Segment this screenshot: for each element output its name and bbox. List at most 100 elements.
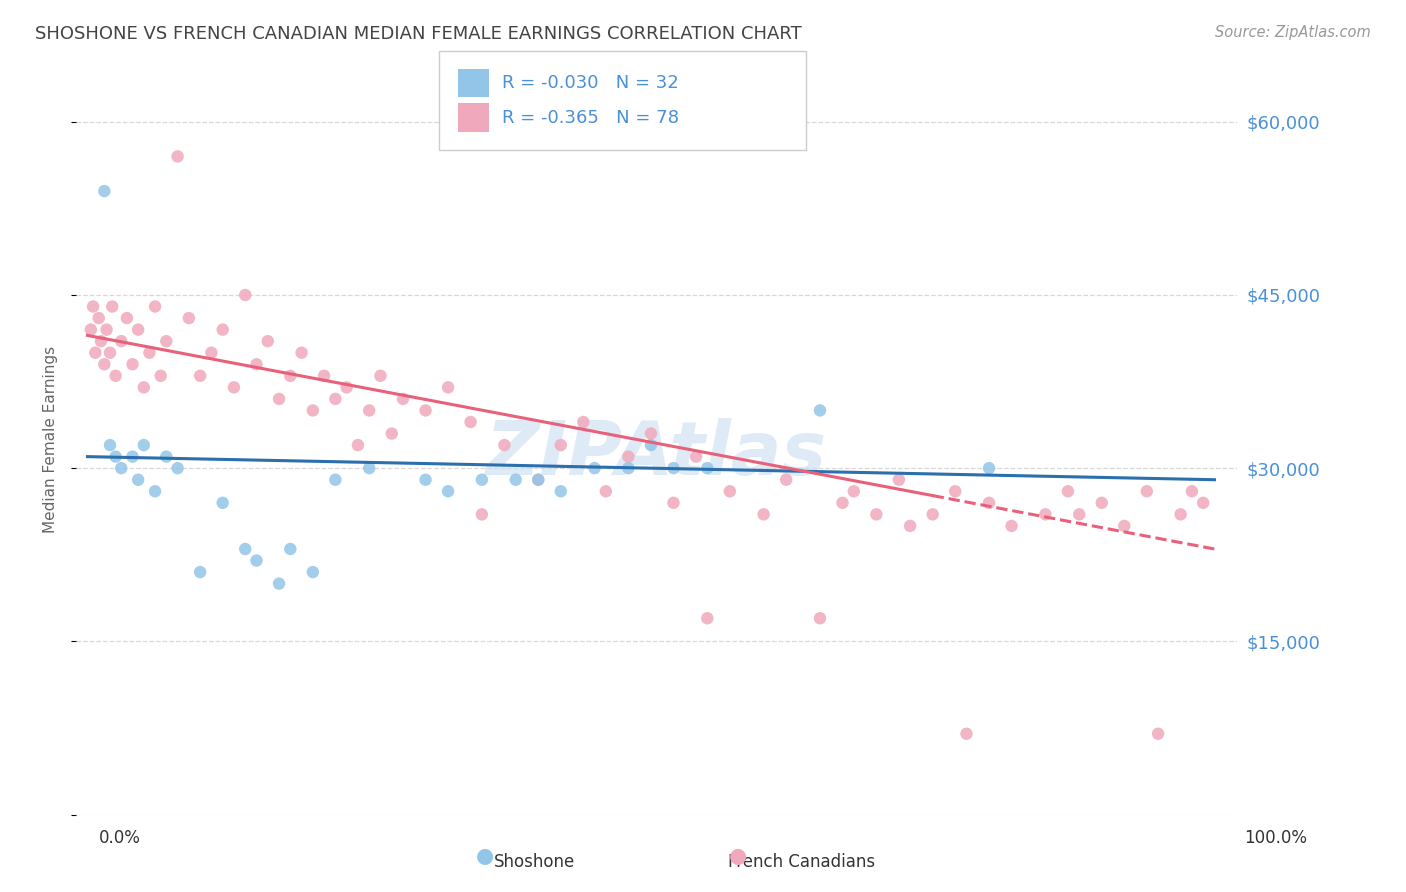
Point	[808, 611, 831, 625]
Point	[1114, 519, 1136, 533]
Point	[1035, 508, 1057, 522]
Point	[302, 403, 325, 417]
Point	[98, 438, 121, 452]
Point	[359, 461, 381, 475]
Point	[96, 323, 118, 337]
Point	[696, 611, 718, 625]
Point	[471, 473, 494, 487]
Point	[696, 461, 718, 475]
Point	[143, 484, 166, 499]
Point	[104, 450, 127, 464]
Point	[149, 368, 172, 383]
Point	[943, 484, 966, 499]
Point	[211, 323, 233, 337]
Y-axis label: Median Female Earnings: Median Female Earnings	[44, 346, 58, 533]
Point	[1192, 496, 1215, 510]
Point	[98, 345, 121, 359]
Point	[290, 345, 312, 359]
Point	[347, 438, 370, 452]
Point	[110, 461, 132, 475]
Point	[359, 403, 381, 417]
Point	[1170, 508, 1192, 522]
Point	[617, 461, 640, 475]
Point	[437, 380, 460, 394]
Text: ●: ●	[477, 846, 494, 865]
Point	[121, 357, 143, 371]
Point	[437, 484, 460, 499]
Point	[1136, 484, 1159, 499]
Point	[1181, 484, 1204, 499]
Text: R = -0.365   N = 78: R = -0.365 N = 78	[502, 109, 679, 127]
Point	[381, 426, 404, 441]
Point	[115, 311, 138, 326]
Point	[977, 461, 1000, 475]
Point	[392, 392, 415, 406]
Text: Shoshone: Shoshone	[494, 853, 575, 871]
Point	[1057, 484, 1080, 499]
Point	[127, 473, 149, 487]
Text: ZIPAtlas: ZIPAtlas	[486, 417, 827, 491]
Point	[93, 357, 115, 371]
Point	[1147, 727, 1170, 741]
Point	[325, 473, 347, 487]
Point	[132, 438, 155, 452]
Point	[842, 484, 865, 499]
Point	[93, 184, 115, 198]
Point	[233, 541, 256, 556]
Point	[617, 450, 640, 464]
Text: R = -0.030   N = 32: R = -0.030 N = 32	[502, 74, 679, 92]
Text: ●: ●	[730, 846, 747, 865]
Point	[370, 368, 392, 383]
Point	[245, 357, 267, 371]
Point	[471, 508, 494, 522]
Point	[685, 450, 707, 464]
Point	[898, 519, 921, 533]
Point	[278, 541, 301, 556]
Point	[256, 334, 278, 348]
Point	[505, 473, 527, 487]
Point	[415, 403, 437, 417]
Point	[188, 368, 211, 383]
Point	[132, 380, 155, 394]
Point	[211, 496, 233, 510]
Point	[222, 380, 245, 394]
Point	[865, 508, 887, 522]
Point	[831, 496, 853, 510]
Point	[527, 473, 550, 487]
Point	[127, 323, 149, 337]
Point	[977, 496, 1000, 510]
Point	[177, 311, 200, 326]
Point	[572, 415, 595, 429]
Point	[718, 484, 741, 499]
Point	[166, 461, 188, 475]
Text: Source: ZipAtlas.com: Source: ZipAtlas.com	[1215, 25, 1371, 40]
Point	[1069, 508, 1091, 522]
Point	[104, 368, 127, 383]
Point	[110, 334, 132, 348]
Point	[155, 334, 177, 348]
Point	[314, 368, 336, 383]
Point	[278, 368, 301, 383]
Point	[550, 438, 572, 452]
Text: SHOSHONE VS FRENCH CANADIAN MEDIAN FEMALE EARNINGS CORRELATION CHART: SHOSHONE VS FRENCH CANADIAN MEDIAN FEMAL…	[35, 25, 801, 43]
Point	[84, 345, 107, 359]
Point	[1091, 496, 1114, 510]
Point	[138, 345, 160, 359]
Point	[101, 300, 124, 314]
Point	[90, 334, 112, 348]
Point	[302, 565, 325, 579]
Point	[494, 438, 516, 452]
Point	[87, 311, 110, 326]
Point	[121, 450, 143, 464]
Point	[155, 450, 177, 464]
Point	[200, 345, 222, 359]
Point	[662, 461, 685, 475]
Point	[267, 576, 290, 591]
Point	[80, 323, 103, 337]
Point	[233, 288, 256, 302]
Point	[662, 496, 685, 510]
Point	[460, 415, 482, 429]
Point	[415, 473, 437, 487]
Text: 100.0%: 100.0%	[1244, 829, 1308, 847]
Point	[955, 727, 977, 741]
